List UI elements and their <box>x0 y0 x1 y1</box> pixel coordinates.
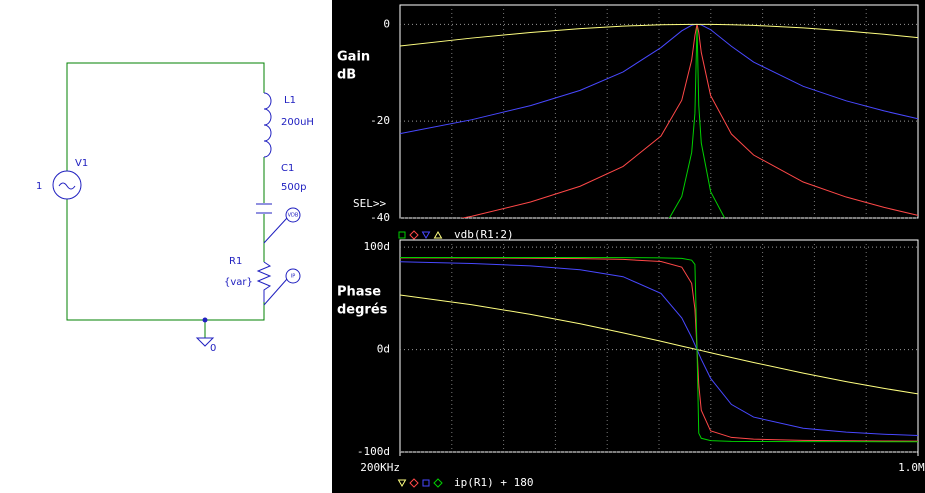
x-tick-label: 200KHz <box>360 461 400 474</box>
label: L1 <box>284 95 296 106</box>
y-tick-label: -40 <box>370 211 390 224</box>
legend-marker <box>397 479 407 487</box>
axis-label: Gain <box>337 50 370 65</box>
components <box>52 92 301 347</box>
label: 1 <box>36 181 42 192</box>
axis-label: dB <box>337 68 356 83</box>
legend-marker <box>433 478 443 488</box>
junction <box>202 317 208 323</box>
y-tick-label: 100d <box>364 240 391 253</box>
trace <box>400 23 918 47</box>
y-tick-label: -20 <box>370 114 390 127</box>
legend-label: ip(R1) + 180 <box>454 476 533 489</box>
axis-label: degrés <box>337 303 388 318</box>
schematic: V1 1 L1 200uH C1 500p R1 {var} 0 VDB IP <box>36 62 314 354</box>
selector: SEL>> <box>353 197 386 210</box>
label: 500p <box>281 182 306 193</box>
trace <box>400 256 918 443</box>
label: V1 <box>75 158 88 169</box>
legend-marker <box>421 231 431 239</box>
probe: VDB <box>288 213 299 219</box>
legend-marker <box>409 230 419 240</box>
legend-label: vdb(R1:2) <box>454 228 514 241</box>
traces <box>400 23 918 218</box>
label: 200uH <box>281 117 314 128</box>
label: 0 <box>210 343 216 354</box>
traces <box>400 256 918 443</box>
y-tick-label: 0d <box>377 343 390 356</box>
probe: IP <box>291 274 296 280</box>
label: R1 <box>229 256 242 267</box>
x-tick-label: 1.0MHz <box>898 461 925 474</box>
legend-marker <box>433 231 443 239</box>
y-tick-label: -100d <box>357 445 390 458</box>
legend-marker <box>422 479 430 487</box>
label: C1 <box>281 163 294 174</box>
wires <box>66 62 265 338</box>
y-tick-label: 0 <box>383 17 390 30</box>
label: {var} <box>224 277 253 288</box>
plot-background <box>332 0 925 493</box>
legend-marker <box>398 231 406 239</box>
axis-label: Phase <box>337 285 381 300</box>
legend-marker <box>409 478 419 488</box>
